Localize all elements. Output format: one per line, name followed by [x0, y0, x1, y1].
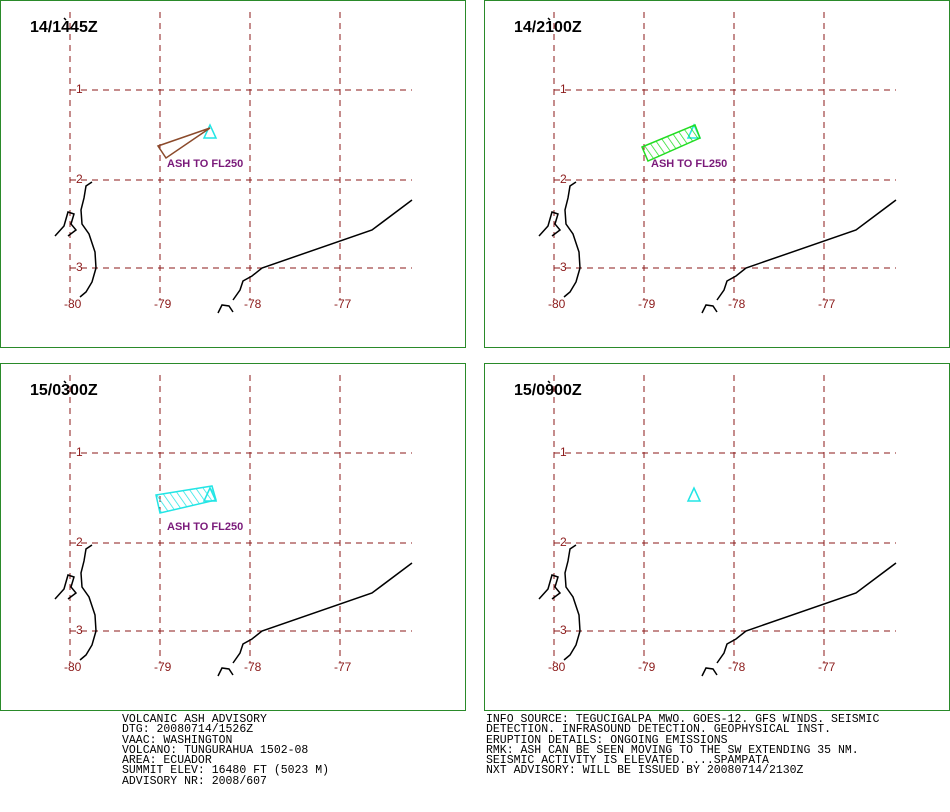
coastline — [701, 199, 897, 314]
advisory-line: VOLCANIC ASH ADVISORY — [122, 713, 267, 726]
map-panel: -1 -2 -3 -80 -79 -78 -77 14/2100Z ASH TO FL250 — [484, 0, 950, 348]
lat-label: -1 — [556, 445, 567, 459]
lat-label: -2 — [72, 172, 83, 186]
advisory-line: AREA: ECUADOR — [122, 754, 212, 768]
panel-border — [0, 0, 466, 348]
lon-label: -80 — [548, 297, 566, 311]
lon-label: -77 — [334, 660, 352, 674]
lon-label: -79 — [154, 660, 172, 674]
coastline — [538, 380, 581, 661]
advisory-line: SUMMIT ELEV: 16480 FT (5023 M) — [122, 764, 330, 778]
advisory-line: NXT ADVISORY: WILL BE ISSUED BY 20080714… — [486, 764, 804, 778]
lon-label: -80 — [64, 660, 82, 674]
panel-border — [0, 363, 466, 711]
coastline — [538, 17, 581, 298]
valid-time: 14/1445Z — [30, 19, 98, 36]
lon-label: -79 — [154, 297, 172, 311]
lon-label: -77 — [818, 297, 836, 311]
valid-time: 14/2100Z — [514, 19, 582, 36]
advisory-line: DETECTION. INFRASOUND DETECTION. GEOPHYS… — [486, 723, 832, 737]
ash-annotation: ASH TO FL250 — [167, 158, 243, 170]
ash-plume — [155, 485, 217, 514]
lon-label: -78 — [244, 660, 262, 674]
advisory-line: INFO SOURCE: TEGUCIGALPA MWO. GOES-12. G… — [486, 713, 880, 726]
lat-label: -1 — [72, 82, 83, 96]
ash-plume — [156, 127, 211, 160]
coastline — [701, 562, 897, 677]
advisory-line: RMK: ASH CAN BE SEEN MOVING TO THE SW EX… — [486, 743, 859, 757]
panel-border — [484, 363, 950, 711]
lat-label: -2 — [556, 535, 567, 549]
advisory-right: INFO SOURCE: TEGUCIGALPA MWO. GOES-12. G… — [486, 713, 880, 778]
advisory-line: ADVISORY NR: 2008/607 — [122, 774, 267, 788]
ash-annotation: ASH TO FL250 — [167, 521, 243, 533]
valid-time: 15/0300Z — [30, 382, 98, 399]
advisory-line: DTG: 20080714/1526Z — [122, 723, 254, 737]
coastline — [54, 380, 97, 661]
lat-label: -2 — [72, 535, 83, 549]
advisory-line: SEISMIC ACTIVITY IS ELEVATED. ...SPAMPAT… — [486, 754, 769, 768]
lon-label: -78 — [244, 297, 262, 311]
lat-label: -1 — [72, 445, 83, 459]
advisory-line: VAAC: WASHINGTON — [122, 733, 233, 747]
ash-annotation: ASH TO FL250 — [651, 158, 727, 170]
advisory-line: VOLCANO: TUNGURAHUA 1502-08 — [122, 743, 309, 757]
map-panel: -1 -2 -3 -80 -79 -78 -77 14/1445Z ASH TO FL250 — [0, 0, 466, 348]
lat-label: -3 — [556, 623, 567, 637]
lon-label: -78 — [728, 660, 746, 674]
coastline — [217, 562, 413, 677]
valid-time: 15/0900Z — [514, 382, 582, 399]
coastline — [217, 199, 413, 314]
lat-label: -2 — [556, 172, 567, 186]
advisory-left: VOLCANIC ASH ADVISORY DTG: 20080714/1526Z… — [122, 713, 330, 788]
lat-label: -3 — [72, 260, 83, 274]
lon-label: -79 — [638, 297, 656, 311]
volcano-symbol — [686, 486, 702, 502]
panel-border — [484, 0, 950, 348]
advisory-line: ERUPTION DETAILS: ONGOING EMISSIONS — [486, 733, 728, 747]
lon-label: -77 — [334, 297, 352, 311]
lat-label: -3 — [556, 260, 567, 274]
lon-label: -77 — [818, 660, 836, 674]
map-panel: -1 -2 -3 -80 -79 -78 -77 15/0900Z — [484, 363, 950, 711]
lat-label: -1 — [556, 82, 567, 96]
lon-label: -80 — [548, 660, 566, 674]
lon-label: -78 — [728, 297, 746, 311]
lon-label: -79 — [638, 660, 656, 674]
map-panel: -1 -2 -3 -80 -79 -78 -77 15/0300Z ASH TO FL250 — [0, 363, 466, 711]
ash-plume — [641, 124, 701, 162]
lat-label: -3 — [72, 623, 83, 637]
coastline — [54, 17, 97, 298]
lon-label: -80 — [64, 297, 82, 311]
volcano-symbol — [202, 123, 218, 139]
